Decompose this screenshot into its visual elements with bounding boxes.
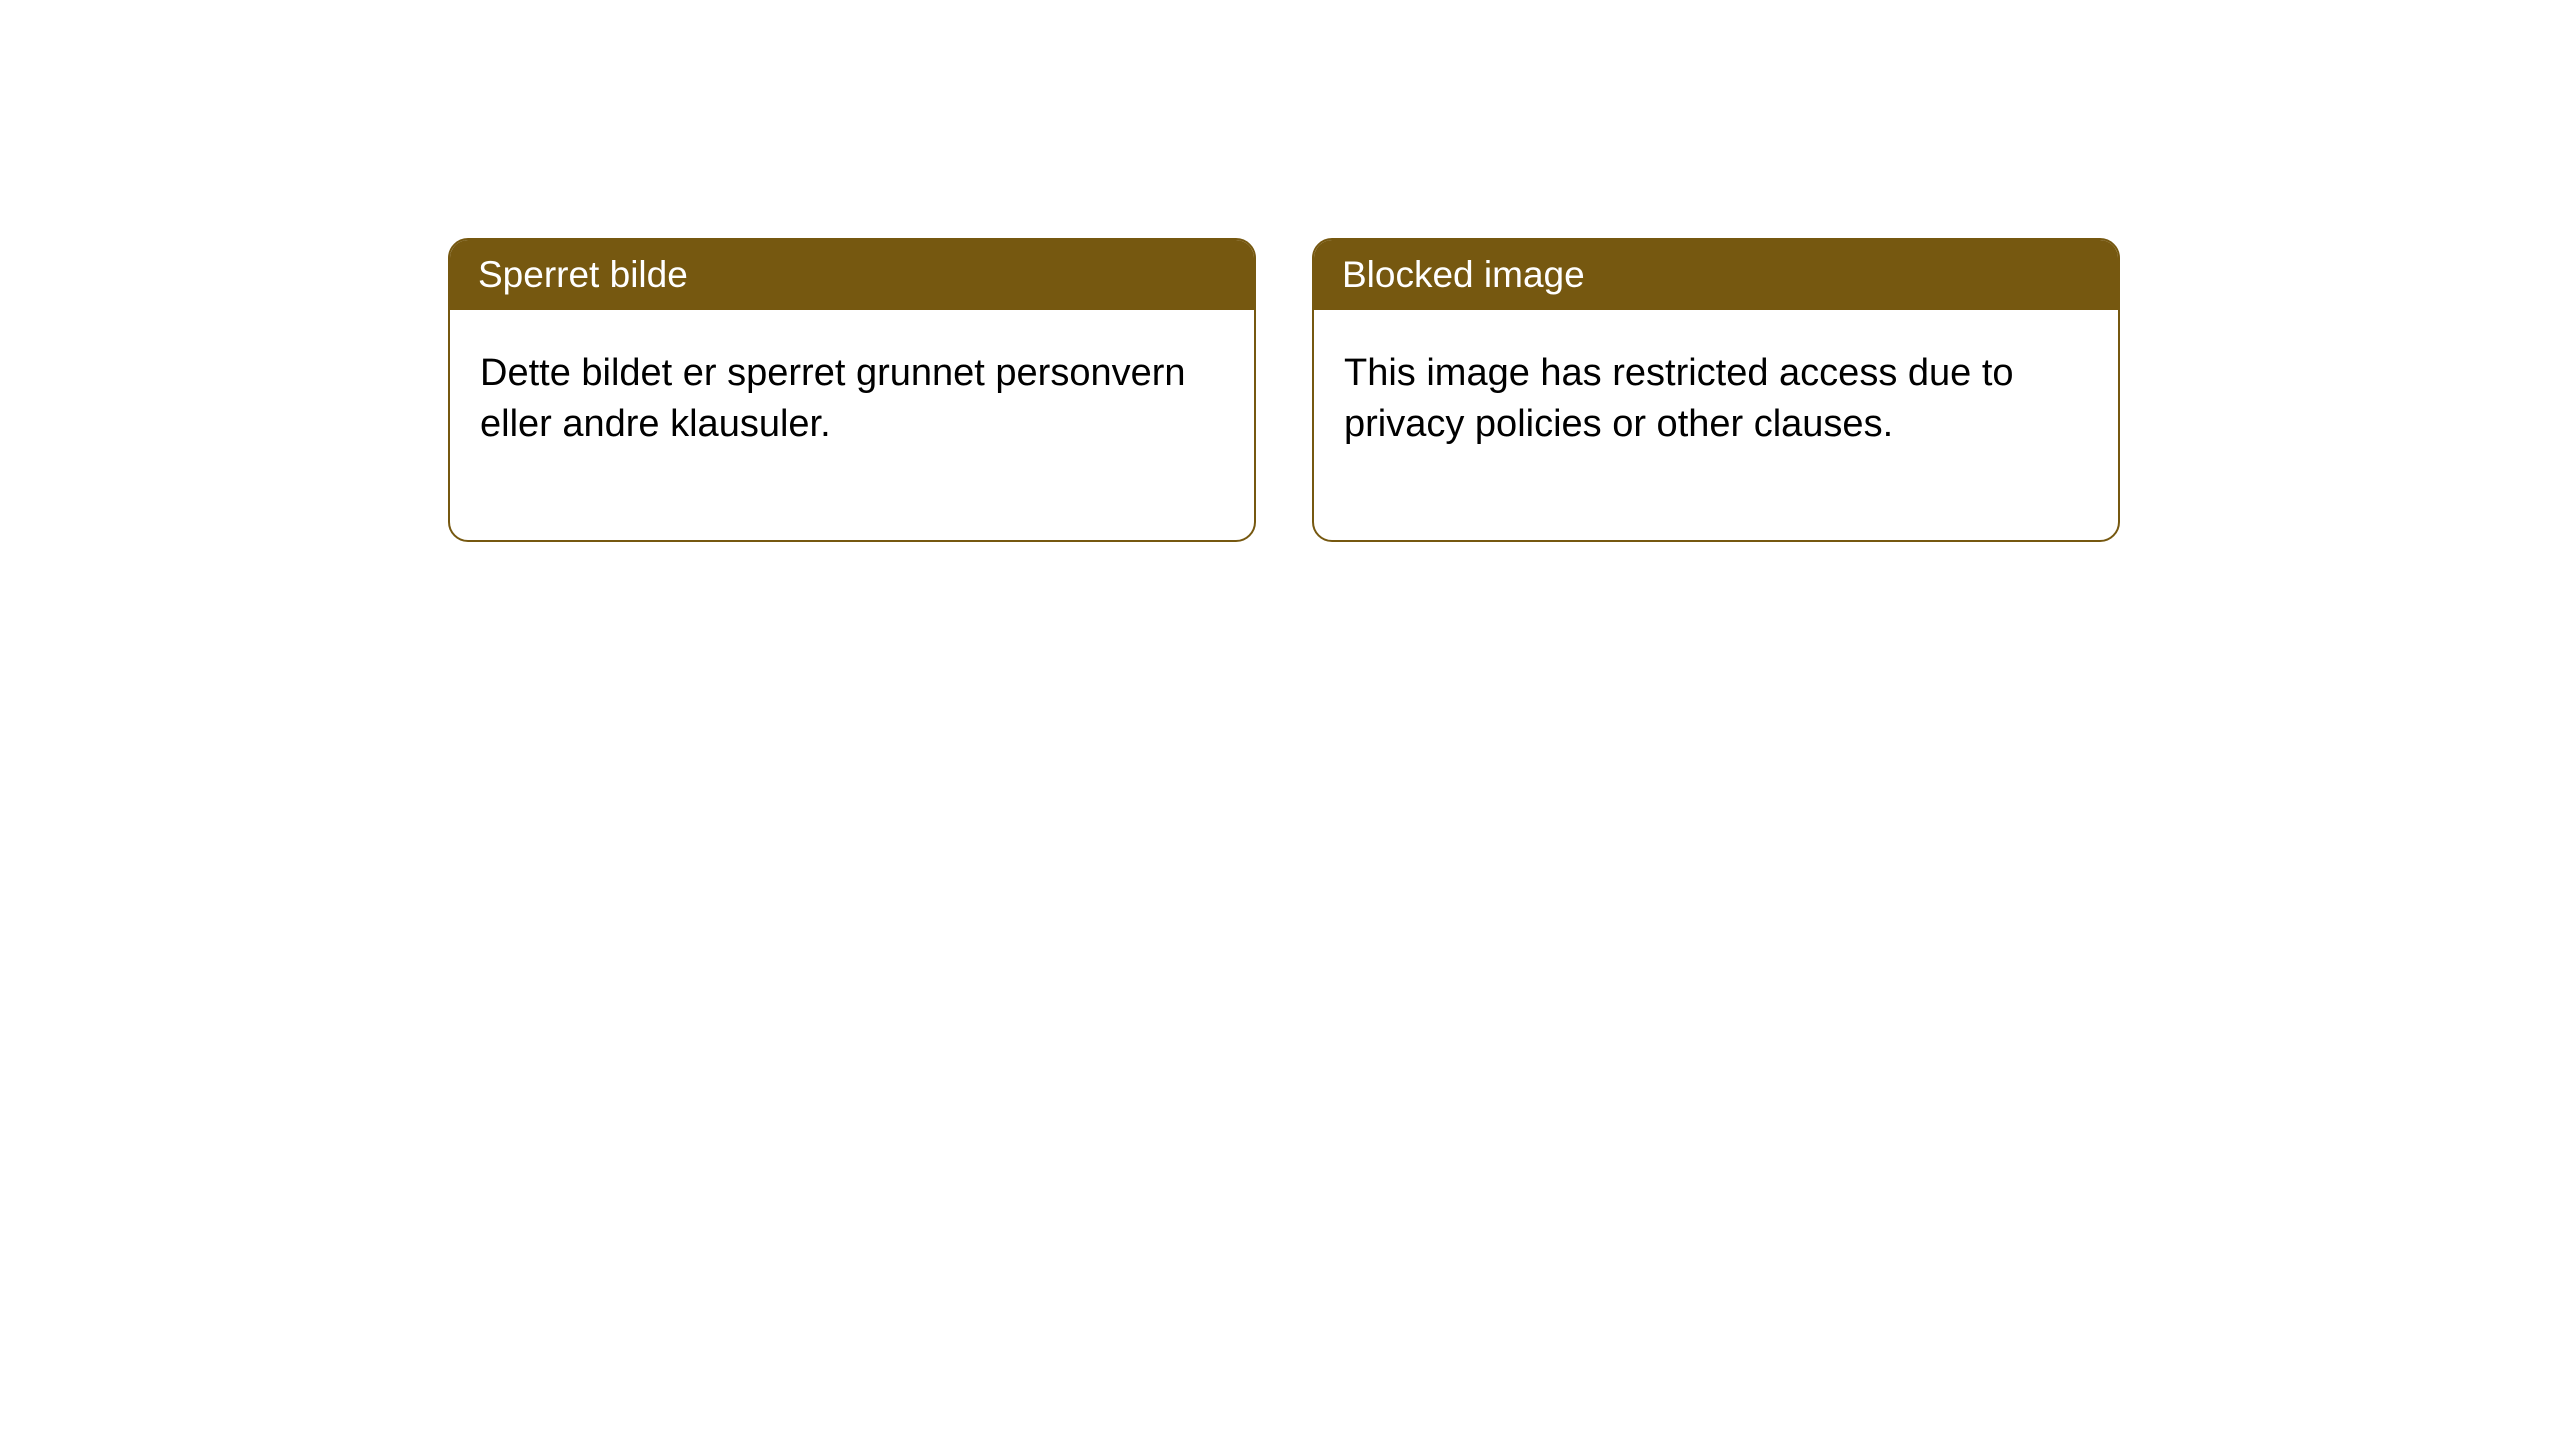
- notice-header: Blocked image: [1314, 240, 2118, 310]
- notice-body: Dette bildet er sperret grunnet personve…: [450, 310, 1254, 540]
- notice-header: Sperret bilde: [450, 240, 1254, 310]
- notice-container: Sperret bilde Dette bildet er sperret gr…: [0, 0, 2560, 542]
- notice-body: This image has restricted access due to …: [1314, 310, 2118, 540]
- notice-card-english: Blocked image This image has restricted …: [1312, 238, 2120, 542]
- notice-card-norwegian: Sperret bilde Dette bildet er sperret gr…: [448, 238, 1256, 542]
